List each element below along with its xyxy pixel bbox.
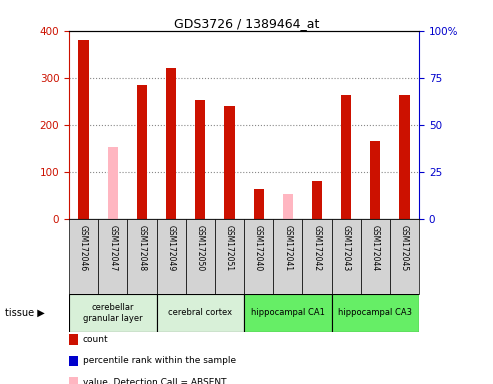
Bar [302, 219, 331, 294]
Text: cerebral cortex: cerebral cortex [168, 308, 232, 318]
Bar [107, 147, 118, 219]
Bar [69, 219, 98, 294]
Text: count: count [83, 335, 108, 344]
Bar [370, 141, 381, 219]
Text: GSM172050: GSM172050 [196, 225, 205, 271]
Bar [253, 189, 264, 219]
Text: GSM172049: GSM172049 [167, 225, 176, 271]
Bar [331, 219, 361, 294]
Text: hippocampal CA1: hippocampal CA1 [251, 308, 325, 318]
Bar [166, 68, 176, 219]
Bar [186, 219, 215, 294]
Bar [361, 219, 390, 294]
Bar [215, 219, 244, 294]
Bar [282, 194, 293, 219]
Point [284, 9, 292, 15]
Bar [137, 85, 147, 219]
Text: GSM172051: GSM172051 [225, 225, 234, 271]
Text: GSM172043: GSM172043 [342, 225, 351, 271]
Text: value, Detection Call = ABSENT: value, Detection Call = ABSENT [83, 377, 226, 384]
Text: GSM172044: GSM172044 [371, 225, 380, 271]
Bar [273, 219, 302, 294]
Text: hippocampal CA3: hippocampal CA3 [338, 308, 412, 318]
Bar [399, 95, 410, 219]
Bar [341, 95, 351, 219]
Bar [157, 294, 244, 332]
Bar [224, 106, 235, 219]
Text: percentile rank within the sample: percentile rank within the sample [83, 356, 236, 366]
Text: GSM172048: GSM172048 [138, 225, 146, 271]
Bar [195, 100, 206, 219]
Bar [312, 181, 322, 219]
Bar [156, 219, 186, 294]
Text: cerebellar
granular layer: cerebellar granular layer [83, 303, 142, 323]
Bar [98, 219, 127, 294]
Text: GSM172046: GSM172046 [79, 225, 88, 271]
Text: GSM172041: GSM172041 [283, 225, 292, 271]
Bar [331, 294, 419, 332]
Text: GSM172042: GSM172042 [313, 225, 321, 271]
Text: GSM172040: GSM172040 [254, 225, 263, 271]
Bar [390, 219, 419, 294]
Text: tissue ▶: tissue ▶ [5, 308, 45, 318]
Text: GSM172045: GSM172045 [400, 225, 409, 271]
Bar [244, 219, 273, 294]
Bar [244, 294, 331, 332]
Bar [78, 40, 89, 219]
Text: GSM172047: GSM172047 [108, 225, 117, 271]
Bar [69, 294, 157, 332]
Bar [127, 219, 157, 294]
Text: GDS3726 / 1389464_at: GDS3726 / 1389464_at [174, 17, 319, 30]
